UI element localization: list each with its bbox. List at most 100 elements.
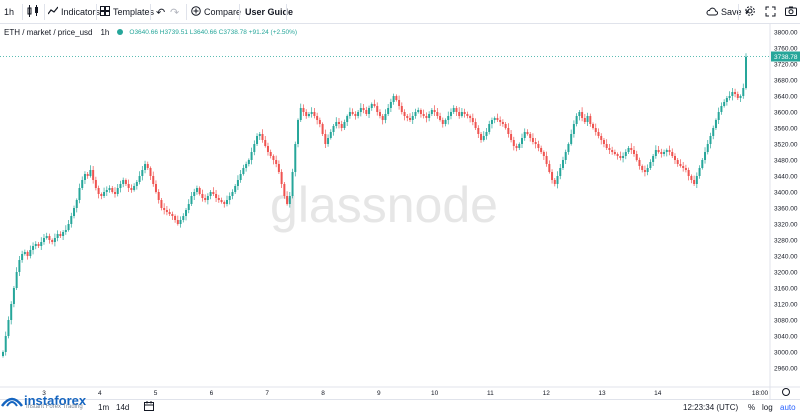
goto-date-button[interactable]: [144, 400, 154, 413]
indicators-button[interactable]: Indicators: [47, 2, 100, 22]
candle-body: [12, 288, 15, 304]
candle-body: [633, 150, 636, 154]
candle-body: [94, 180, 97, 188]
templates-icon: [100, 6, 110, 18]
candle-body: [272, 156, 275, 160]
range-button-14d[interactable]: 14d: [116, 400, 129, 413]
candle-body: [138, 176, 141, 182]
candle-body: [100, 194, 103, 196]
candle-body: [406, 116, 409, 118]
candle-body: [185, 210, 188, 216]
candle-body: [381, 116, 384, 120]
templates-label: Templates: [113, 7, 155, 17]
compare-button[interactable]: Compare: [191, 2, 241, 22]
candle-body: [144, 164, 147, 170]
camera-icon: [785, 6, 797, 18]
templates-button[interactable]: Templates: [100, 2, 154, 22]
candle-body: [335, 122, 338, 126]
time-tick-label: 8: [321, 390, 325, 397]
candle-body: [384, 114, 387, 120]
candle-body: [253, 144, 256, 152]
candle-body: [261, 134, 264, 140]
candle-body: [739, 96, 742, 98]
candle-body: [725, 98, 728, 102]
candle-body: [586, 116, 589, 122]
candle-body: [646, 168, 649, 172]
time-tick-label: 10: [431, 390, 439, 397]
price-chart[interactable]: glassnode 3800.003760.003720.003680.0036…: [0, 24, 800, 399]
candle-body: [215, 194, 218, 198]
candle-body: [234, 186, 237, 192]
symbol-name[interactable]: ETH / market / price_usd: [4, 27, 93, 37]
candle-body: [649, 162, 652, 168]
status-dot: [117, 29, 124, 35]
candle-body: [523, 132, 526, 138]
brand-icon: [0, 397, 24, 407]
settings-button[interactable]: [744, 2, 756, 22]
candle-body: [695, 176, 698, 184]
price-tick-label: 3720.00: [774, 62, 798, 69]
candle-body: [119, 184, 122, 188]
candle-body: [7, 320, 10, 336]
candle-body: [452, 108, 455, 112]
time-tick-label: 13: [598, 390, 606, 397]
user-guide-button[interactable]: User Guide: [245, 2, 293, 22]
price-axis[interactable]: 3800.00 3760.00 3720.00 3680.00 3640.00 3600.…: [0, 30, 800, 373]
candle-body: [103, 192, 106, 196]
candle-body: [477, 128, 480, 134]
candle-body: [340, 124, 343, 128]
time-tick-label: 14: [654, 390, 662, 397]
candle-body: [182, 216, 185, 220]
candle-body: [105, 190, 108, 192]
price-tick-label: 3200.00: [774, 270, 798, 277]
candle-body: [676, 160, 679, 164]
snapshot-button[interactable]: [785, 2, 797, 22]
time-axis[interactable]: 3 4 5 6 7 8 9 10 11 12 13 14 18:00: [42, 390, 768, 397]
candle-body: [616, 154, 619, 156]
candle-body: [193, 192, 196, 196]
candle-body: [32, 246, 35, 250]
candle-body: [611, 150, 614, 152]
candle-body: [671, 152, 674, 156]
percent-toggle[interactable]: %: [748, 400, 755, 413]
candle-body: [160, 200, 163, 208]
candle-body: [141, 170, 144, 176]
clock-readout: 12:23:34 (UTC): [683, 400, 738, 413]
candle-body: [305, 112, 308, 116]
redo-button[interactable]: ↷: [170, 2, 179, 22]
candle-body: [608, 148, 611, 150]
price-tick-label: 3000.00: [774, 350, 798, 357]
candle-body: [283, 184, 286, 196]
candle-body: [425, 116, 428, 118]
candle-body: [561, 160, 564, 168]
candle-body: [627, 148, 630, 152]
candle-body: [302, 108, 305, 112]
candle-style-icon: [26, 4, 40, 20]
candle-body: [168, 212, 171, 214]
candle-body: [537, 144, 540, 148]
candle-body: [597, 132, 600, 136]
candle-body: [348, 112, 351, 116]
candle-body: [280, 172, 283, 184]
log-toggle[interactable]: log: [762, 400, 773, 413]
calendar-icon: [144, 401, 154, 413]
candle-body: [62, 232, 65, 236]
save-button[interactable]: Save ▾: [706, 2, 749, 22]
fullscreen-button[interactable]: [765, 2, 776, 22]
candle-body: [37, 244, 40, 246]
candle-body: [575, 116, 578, 124]
candle-body: [480, 134, 483, 140]
axis-settings-button[interactable]: [782, 388, 790, 396]
candle-style-button[interactable]: [26, 2, 40, 22]
candle-body: [463, 112, 466, 114]
candle-body: [518, 144, 521, 148]
range-button-1m[interactable]: 1m: [98, 400, 109, 413]
candle-body: [559, 168, 562, 176]
candle-body: [704, 152, 707, 160]
undo-button[interactable]: ↶: [156, 2, 165, 22]
interval-button[interactable]: 1h: [4, 2, 14, 22]
candle-body: [430, 110, 433, 114]
auto-toggle[interactable]: auto: [780, 400, 796, 413]
candle-body: [690, 176, 693, 180]
candle-body: [179, 220, 182, 224]
